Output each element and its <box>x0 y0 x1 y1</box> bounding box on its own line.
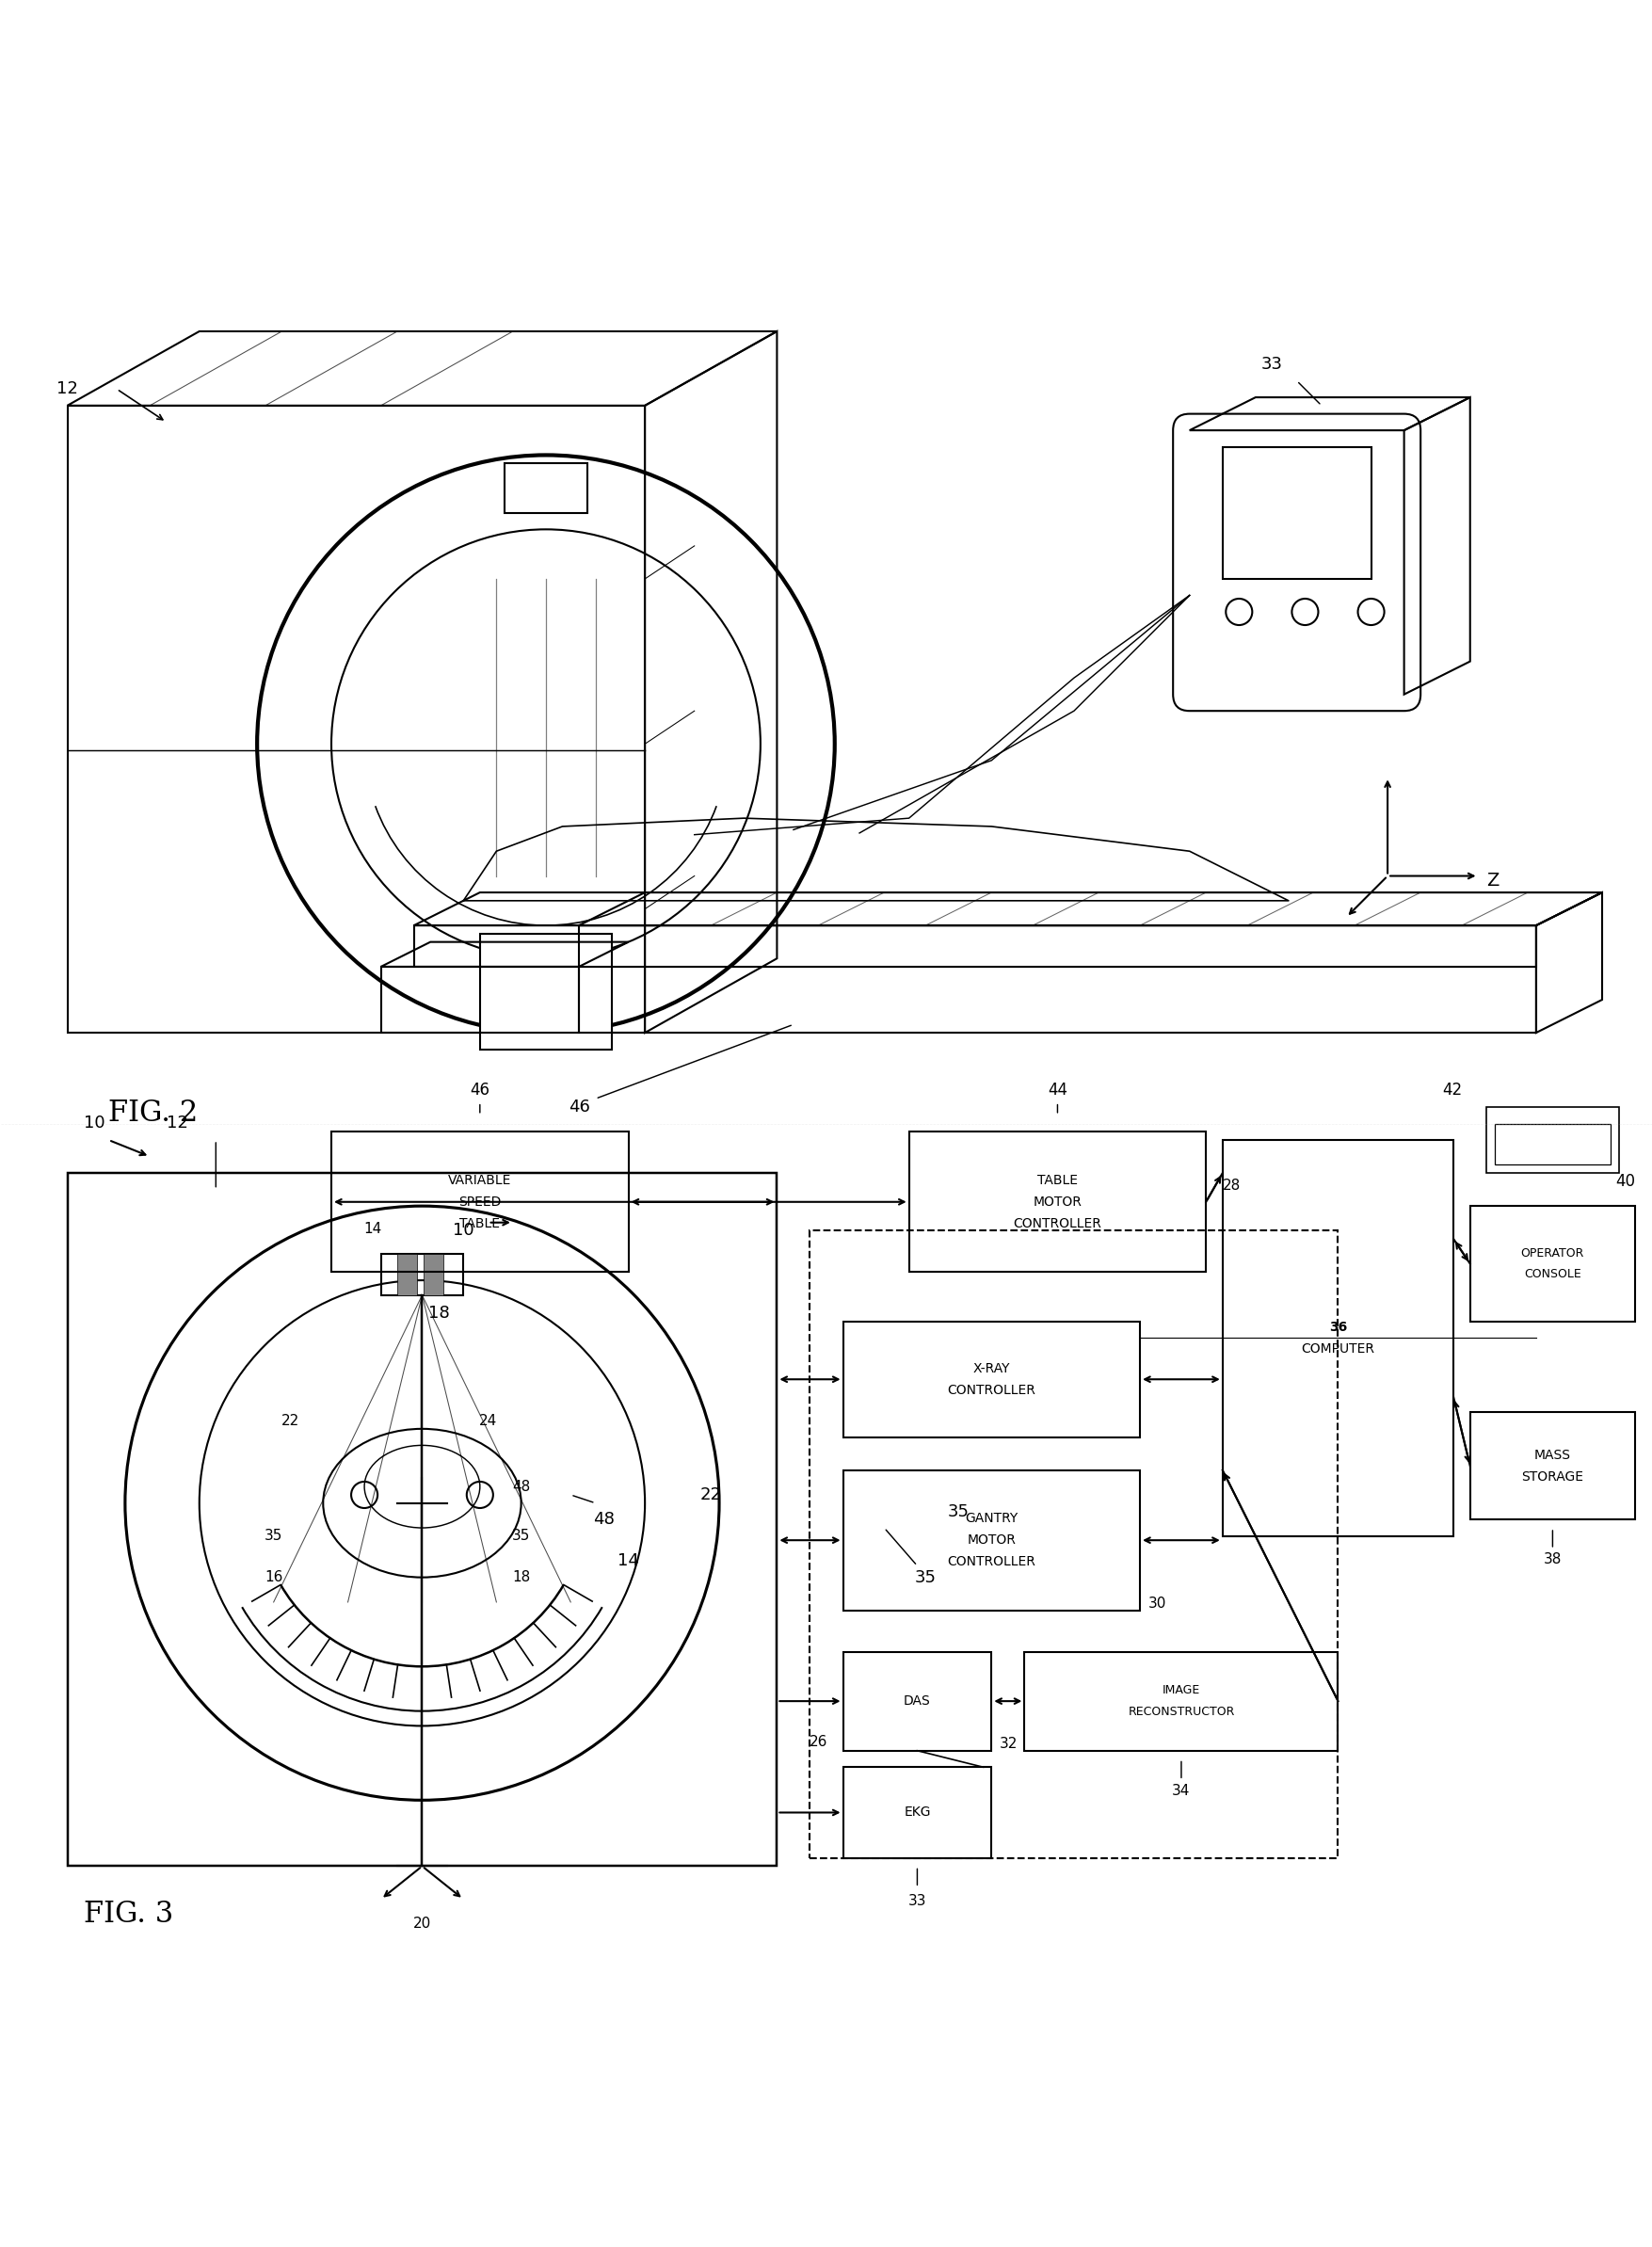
Text: 40: 40 <box>1614 1173 1634 1189</box>
Bar <box>843 1470 1140 1611</box>
Text: CONSOLE: CONSOLE <box>1523 1267 1581 1281</box>
Text: 35: 35 <box>512 1528 530 1544</box>
Text: 10: 10 <box>453 1222 474 1240</box>
Text: FIG. 2: FIG. 2 <box>109 1099 198 1128</box>
Text: 48: 48 <box>593 1512 615 1528</box>
Text: 22: 22 <box>281 1413 299 1427</box>
Text: 36: 36 <box>1328 1321 1346 1335</box>
Text: TABLE: TABLE <box>459 1218 501 1229</box>
Text: 14: 14 <box>363 1222 382 1236</box>
Bar <box>380 966 578 1034</box>
Bar <box>843 1766 991 1858</box>
Text: 35: 35 <box>947 1503 968 1519</box>
Text: Z: Z <box>1485 872 1498 890</box>
Text: 18: 18 <box>428 1306 449 1321</box>
FancyBboxPatch shape <box>479 935 611 1049</box>
Bar <box>396 1254 416 1294</box>
Text: 33: 33 <box>1260 355 1282 373</box>
Text: 12: 12 <box>167 1115 188 1132</box>
Text: 42: 42 <box>1441 1081 1460 1099</box>
Text: CONTROLLER: CONTROLLER <box>1013 1218 1102 1229</box>
Text: 16: 16 <box>264 1571 282 1584</box>
Bar <box>504 463 586 512</box>
Text: VARIABLE: VARIABLE <box>448 1173 512 1186</box>
Text: 14: 14 <box>618 1553 639 1568</box>
Text: 10: 10 <box>84 1115 106 1132</box>
Text: 12: 12 <box>56 380 78 398</box>
Text: 32: 32 <box>999 1737 1018 1750</box>
Bar <box>1024 1652 1338 1750</box>
Text: MOTOR: MOTOR <box>966 1535 1016 1546</box>
Text: 22: 22 <box>700 1485 722 1503</box>
Bar <box>843 1652 991 1750</box>
Text: FIG. 3: FIG. 3 <box>84 1899 173 1928</box>
Text: 34: 34 <box>1171 1784 1189 1798</box>
Text: MOTOR: MOTOR <box>1032 1195 1082 1209</box>
Text: 33: 33 <box>907 1894 925 1908</box>
Text: X-RAY: X-RAY <box>973 1362 1009 1375</box>
Text: 35: 35 <box>914 1568 935 1586</box>
Text: RECONSTRUCTOR: RECONSTRUCTOR <box>1127 1705 1234 1719</box>
Text: 35: 35 <box>264 1528 282 1544</box>
Bar <box>413 926 1535 966</box>
Bar <box>1222 447 1370 580</box>
Bar <box>909 1132 1206 1272</box>
Text: 20: 20 <box>413 1917 431 1930</box>
Text: GANTRY: GANTRY <box>965 1512 1018 1526</box>
Text: DAS: DAS <box>904 1694 930 1708</box>
Text: 28: 28 <box>1222 1177 1241 1193</box>
Text: MASS: MASS <box>1533 1449 1569 1463</box>
Text: 18: 18 <box>512 1571 530 1584</box>
Bar <box>380 1254 463 1294</box>
Text: 44: 44 <box>1047 1081 1067 1099</box>
Text: 46: 46 <box>568 1099 590 1115</box>
Text: 38: 38 <box>1543 1553 1561 1566</box>
Bar <box>1493 1124 1609 1164</box>
Text: 26: 26 <box>808 1735 828 1750</box>
Text: EKG: EKG <box>904 1807 930 1820</box>
Bar <box>843 1321 1140 1438</box>
Text: STORAGE: STORAGE <box>1521 1470 1583 1483</box>
Text: 46: 46 <box>469 1081 489 1099</box>
Text: IMAGE: IMAGE <box>1161 1685 1199 1696</box>
Text: SPEED: SPEED <box>458 1195 501 1209</box>
Bar <box>1222 1139 1452 1537</box>
Text: CONTROLLER: CONTROLLER <box>947 1555 1036 1568</box>
Bar <box>1469 1413 1634 1519</box>
Bar <box>68 1173 776 1867</box>
Bar <box>423 1254 443 1294</box>
Text: CONTROLLER: CONTROLLER <box>947 1384 1036 1398</box>
Bar <box>578 926 1535 1034</box>
Text: TABLE: TABLE <box>1037 1173 1077 1186</box>
Bar <box>330 1132 628 1272</box>
Text: 48: 48 <box>512 1479 530 1494</box>
Bar <box>809 1231 1338 1858</box>
Text: 30: 30 <box>1148 1595 1166 1611</box>
Text: COMPUTER: COMPUTER <box>1300 1341 1374 1355</box>
Bar <box>1485 1108 1617 1173</box>
Text: OPERATOR: OPERATOR <box>1520 1247 1583 1258</box>
Bar <box>1469 1207 1634 1321</box>
Text: 24: 24 <box>479 1413 497 1427</box>
